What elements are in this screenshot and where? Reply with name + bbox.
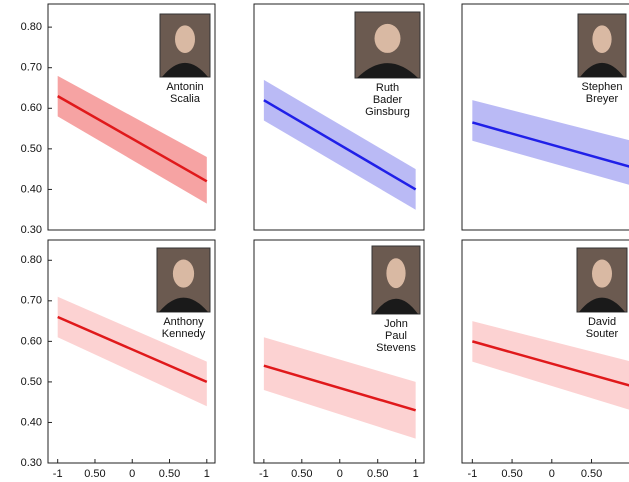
portrait-face: [172, 259, 195, 288]
portrait-robe: [162, 62, 208, 77]
portrait-face: [374, 23, 401, 53]
justice-name: Souter: [586, 328, 619, 340]
trend-line: [57, 95, 208, 183]
x-tick-label: 1: [204, 468, 210, 480]
y-tick-label: 0.70: [21, 295, 42, 307]
justice-name: Bader: [373, 94, 403, 106]
y-tick-label: 0.80: [21, 254, 42, 266]
y-tick-label: 0.80: [21, 21, 42, 33]
y-tick-label: 0.70: [21, 62, 42, 74]
trend-line: [263, 99, 417, 191]
x-tick-label: 0.50: [581, 468, 602, 480]
justice-name: Antonin: [166, 81, 203, 93]
panel-frame: [461, 3, 629, 231]
panel-frame: [47, 3, 216, 231]
portrait-face: [175, 25, 195, 54]
justice-name: Kennedy: [162, 328, 206, 340]
justice-name: Breyer: [586, 93, 619, 105]
x-tick-label: 1: [413, 468, 419, 480]
trend-line: [471, 340, 629, 387]
justice-name: Ruth: [376, 82, 399, 94]
x-tick-label: 0.50: [84, 468, 105, 480]
justice-name: Stevens: [376, 342, 416, 354]
y-tick-label: 0.40: [21, 183, 42, 195]
x-tick-label: 0.50: [501, 468, 522, 480]
portrait-robe: [580, 62, 624, 77]
y-tick-label: 0.50: [21, 376, 42, 388]
y-tick-label: 0.40: [21, 416, 42, 428]
x-tick-label: 0.50: [367, 468, 388, 480]
y-tick-label: 0.30: [21, 457, 42, 469]
portrait-robe: [159, 297, 208, 312]
x-tick-label: 0.50: [291, 468, 312, 480]
justice-name: David: [588, 316, 616, 328]
confidence-band: [472, 100, 629, 185]
y-tick-label: 0.60: [21, 102, 42, 114]
justice-name: John: [384, 318, 408, 330]
portrait-robe: [357, 63, 418, 78]
justice-name: Scalia: [170, 93, 201, 105]
x-tick-label: 0: [129, 468, 135, 480]
justice-name: Paul: [385, 330, 407, 342]
portrait-face: [592, 259, 612, 288]
panel-frame: [47, 239, 216, 464]
trend-line: [57, 315, 208, 384]
x-tick-label: -1: [53, 468, 63, 480]
x-tick-label: 0: [549, 468, 555, 480]
portrait-robe: [579, 297, 625, 312]
portrait-face: [592, 25, 612, 54]
panel-frame: [253, 239, 425, 464]
trend-line: [263, 364, 417, 412]
x-tick-label: -1: [259, 468, 269, 480]
portrait-robe: [374, 298, 418, 314]
justice-name: Anthony: [163, 316, 204, 328]
panel-frame: [461, 239, 629, 464]
portrait-face: [386, 258, 406, 289]
trend-line: [471, 121, 629, 168]
y-tick-label: 0.30: [21, 224, 42, 236]
y-tick-label: 0.50: [21, 143, 42, 155]
panel-frame: [253, 3, 425, 231]
justice-name: Ginsburg: [365, 106, 410, 118]
justice-name: Stephen: [582, 81, 623, 93]
x-tick-label: 0: [337, 468, 343, 480]
x-tick-label: 0.50: [159, 468, 180, 480]
confidence-band: [57, 296, 207, 407]
y-tick-label: 0.60: [21, 335, 42, 347]
confidence-band: [472, 321, 629, 410]
x-tick-label: -1: [467, 468, 477, 480]
